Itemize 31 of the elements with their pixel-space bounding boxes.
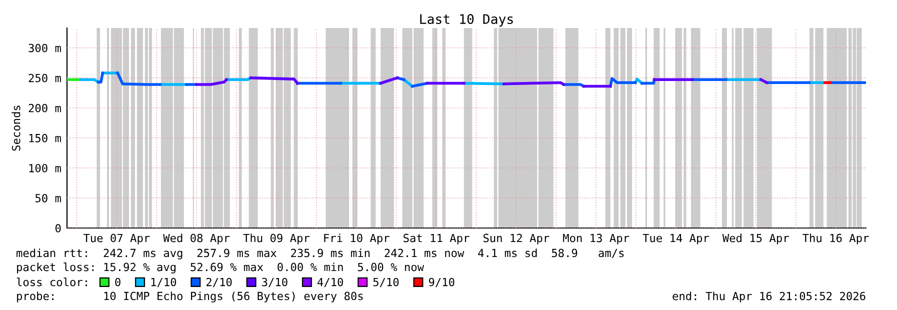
x-tick-label: Fri 10 Apr	[324, 234, 390, 244]
y-axis-title: Seconds	[12, 106, 20, 151]
y-tick-label: 150 m	[29, 134, 61, 142]
legend-label: 9/10	[428, 278, 454, 288]
y-tick-label: 200 m	[28, 104, 61, 112]
x-tick-label: Thu 16 Apr	[802, 234, 869, 244]
legend-label: 5/10	[373, 278, 399, 288]
text: probe: 10 ICMP Echo Pings (56 Bytes) every 80s	[17, 292, 363, 302]
y-tick-label: 250 m	[28, 74, 61, 82]
x-tick-label: Sun 12 Apr	[483, 234, 550, 244]
text: end: Thu Apr 16 21:05:52 2026	[672, 292, 866, 302]
chart-title: Last 10 Days	[420, 14, 513, 27]
y-tick-label: 300 m	[28, 44, 61, 52]
x-tick-label: Wed 15 Apr	[722, 234, 789, 244]
legend-label: 1/10	[151, 278, 176, 288]
y-tick-label: 50 m	[35, 194, 61, 202]
x-tick-label: Sat 11 Apr	[404, 234, 470, 244]
x-tick-label: Wed 08 Apr	[163, 234, 230, 244]
legend-label: 2/10	[206, 278, 232, 288]
legend-title: loss color:	[16, 278, 87, 286]
x-tick-label: Tue 07 Apr	[83, 234, 150, 244]
x-tick-label: Mon 13 Apr	[563, 234, 630, 244]
text: packet loss: 15.92 % avg 52.69 % max 0.00 % min 5.00 % now	[17, 262, 424, 274]
text: median rtt: 242.7 ms avg 257.9 ms max 235.9 ms min 242.1 ms now 4.1 ms sd 58.9 am/s	[16, 248, 624, 260]
x-tick-label: Tue 14 Apr	[642, 234, 709, 244]
y-tick-label: 0	[55, 224, 61, 232]
legend-label: 3/10	[262, 278, 288, 288]
legend-label: 4/10	[318, 278, 343, 288]
y-tick-label: 100 m	[29, 164, 61, 172]
legend-label: 0	[115, 278, 120, 286]
x-tick-label: Thu 09 Apr	[243, 234, 310, 244]
